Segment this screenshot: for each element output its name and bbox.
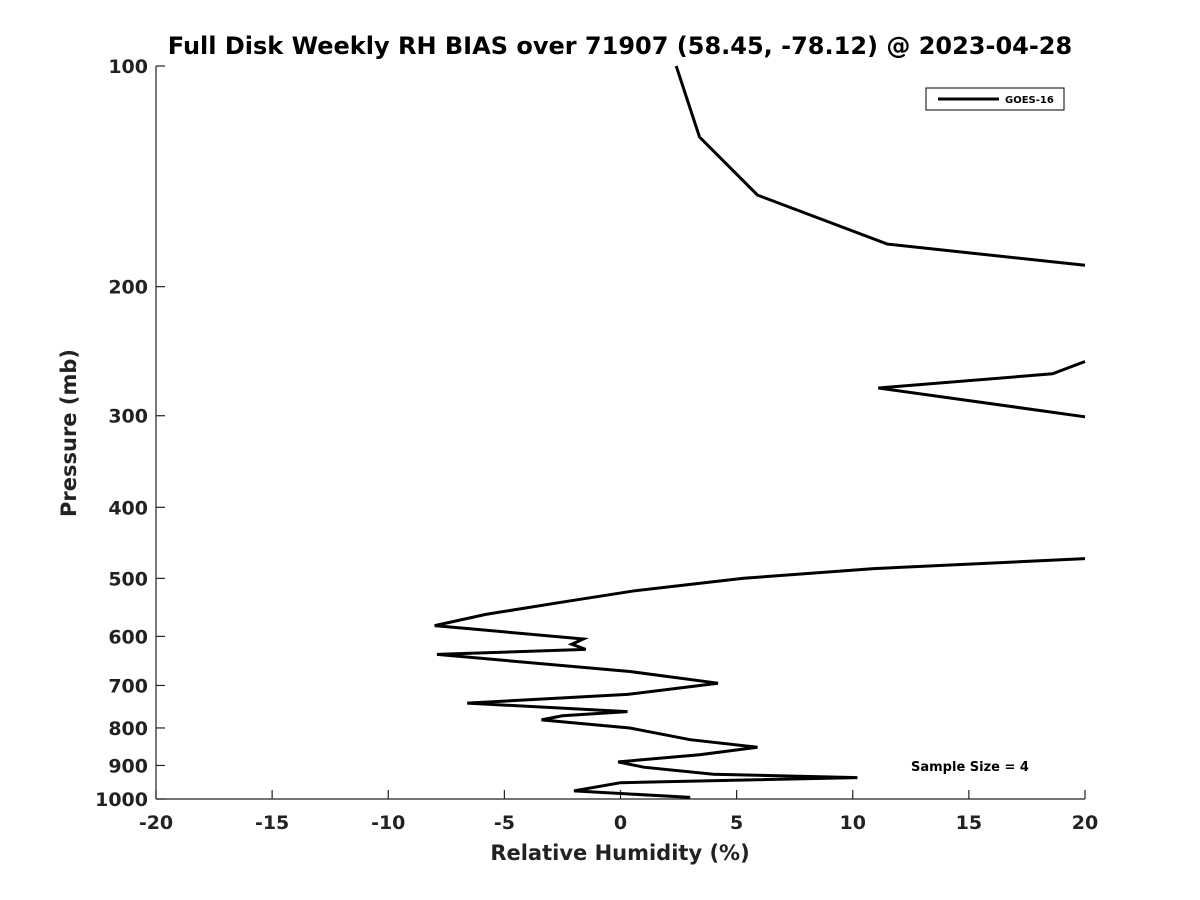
x-tick-label: -10 [371, 812, 405, 834]
y-axis-label: Pressure (mb) [57, 349, 81, 517]
y-tick-label: 800 [108, 718, 148, 740]
y-ticks: 100 200 300 400 500 600 700 800 900 1000 [95, 56, 165, 811]
series-group [434, 65, 1086, 799]
y-tick-label: 100 [108, 56, 148, 78]
x-tick-label: 10 [840, 812, 866, 834]
x-tick-label: 20 [1072, 812, 1098, 834]
y-tick-label: 900 [108, 755, 148, 777]
y-tick-label: 200 [108, 277, 148, 299]
x-tick-label: 0 [614, 812, 627, 834]
x-tick-label: 5 [730, 812, 743, 834]
legend-entry-label: GOES-16 [1005, 95, 1054, 106]
series-line-segment [878, 360, 1086, 419]
sample-size-annotation: Sample Size = 4 [911, 760, 1029, 775]
y-tick-label: 300 [108, 406, 148, 428]
series-line-segment [434, 557, 1086, 799]
x-ticks: -20 -15 -10 -5 0 5 10 15 20 [139, 790, 1098, 834]
x-axis-label: Relative Humidity (%) [490, 841, 749, 865]
y-tick-label: 700 [108, 675, 148, 697]
series-line-segment [674, 65, 1086, 267]
x-tick-label: -15 [255, 812, 289, 834]
x-tick-label: 15 [956, 812, 982, 834]
y-tick-label: 1000 [95, 789, 148, 811]
x-tick-label: -5 [494, 812, 515, 834]
y-tick-label: 500 [108, 568, 148, 590]
legend: GOES-16 [925, 87, 1065, 111]
y-tick-label: 600 [108, 626, 148, 648]
chart-title: Full Disk Weekly RH BIAS over 71907 (58.… [168, 32, 1072, 60]
y-tick-label: 400 [108, 497, 148, 519]
x-tick-label: -20 [139, 812, 173, 834]
